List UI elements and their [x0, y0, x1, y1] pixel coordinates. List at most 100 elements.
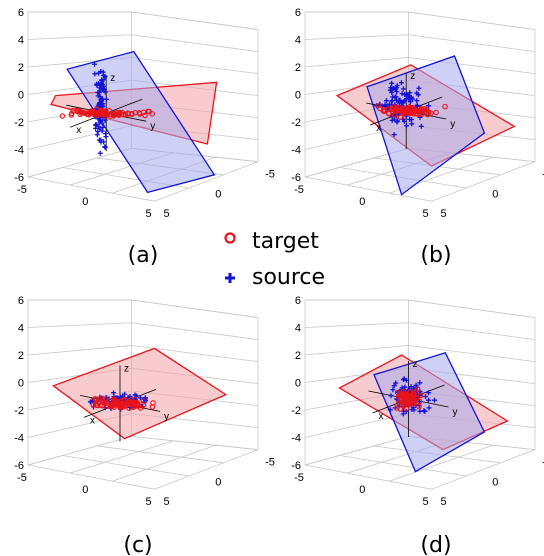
target-points: [90, 395, 156, 411]
target-point: [93, 401, 99, 407]
z-tick-label: -2: [291, 405, 301, 417]
target-point: [130, 403, 137, 409]
grid-line: [70, 440, 174, 474]
grid-line: [28, 11, 259, 30]
source-point: [411, 407, 417, 413]
y-tick-label: -5: [265, 169, 275, 181]
target-point: [402, 109, 408, 115]
source-plane: [373, 352, 486, 473]
target-plane: [51, 347, 228, 440]
source-point: [101, 86, 107, 92]
source-point: [416, 85, 422, 91]
source-point: [408, 116, 414, 122]
target-point: [134, 401, 141, 408]
z-tick-label: -6: [14, 172, 24, 184]
target-point: [418, 106, 425, 113]
target-point: [146, 108, 152, 115]
y-tick-label: 5: [440, 208, 446, 220]
legend-item-target: target: [224, 229, 319, 254]
axis-letter-y: y: [453, 407, 458, 418]
grid-line: [304, 57, 536, 74]
subplot-caption: (c): [123, 533, 152, 556]
source-point: [103, 131, 109, 137]
target-point: [397, 114, 404, 121]
target-point: [59, 113, 66, 119]
source-point: [402, 91, 408, 97]
x-tick-label: -5: [17, 472, 27, 484]
source-point: [101, 72, 107, 78]
x-tick-label: -5: [17, 184, 27, 196]
target-marker-icon: [224, 232, 236, 244]
subplot-caption: (b): [420, 243, 451, 268]
target-point: [399, 390, 405, 397]
z-tick-label: -4: [291, 433, 301, 445]
source-point: [393, 380, 399, 386]
source-point: [383, 98, 389, 104]
grid-line: [305, 299, 536, 318]
target-point: [100, 110, 107, 116]
target-point: [425, 109, 432, 115]
y-tick-label: 5: [163, 208, 169, 220]
target-point: [87, 108, 93, 115]
z-tick-label: 6: [18, 7, 24, 19]
target-point: [413, 110, 419, 117]
z-tick-label: 2: [18, 62, 24, 74]
z-tick-label: 4: [18, 323, 24, 335]
target-point: [376, 102, 382, 109]
target-point: [125, 111, 131, 117]
x-tick-label: -5: [294, 184, 304, 196]
source-point: [101, 139, 107, 145]
grid-line: [305, 11, 536, 30]
target-point: [82, 110, 88, 116]
target-point: [111, 404, 118, 410]
source-point: [98, 137, 104, 143]
target-point: [132, 396, 138, 403]
source-point: [102, 144, 108, 150]
target-point: [395, 104, 402, 111]
x-tick-label: -5: [294, 472, 304, 484]
grid-line: [28, 299, 259, 318]
grid-line: [28, 299, 259, 318]
target-point: [126, 400, 132, 407]
source-point: [402, 384, 408, 390]
target-point: [99, 399, 106, 405]
source-point: [389, 98, 395, 104]
source-point: [426, 397, 432, 403]
source-point: [93, 125, 99, 131]
source-point: [92, 61, 98, 67]
y-tick-label: -5: [265, 457, 275, 469]
target-point: [116, 110, 122, 117]
grid-line: [28, 11, 259, 30]
source-point: [92, 71, 98, 77]
source-point: [390, 387, 396, 393]
source-point: [98, 118, 104, 124]
x-tick-label: 0: [82, 484, 88, 496]
y-tick-label: 5: [163, 496, 169, 508]
x-tick-label: 5: [422, 208, 428, 220]
grid-line: [305, 11, 536, 30]
axis-letter-y: y: [450, 119, 455, 130]
target-points: [394, 386, 424, 412]
source-point: [98, 81, 104, 87]
axis-letter-y: y: [164, 411, 169, 422]
source-point: [388, 85, 394, 91]
source-point: [97, 126, 103, 132]
source-point: [137, 395, 143, 401]
target-point: [92, 396, 98, 402]
target-point: [68, 112, 75, 118]
source-point: [408, 384, 414, 390]
z-tick-label: -2: [14, 405, 24, 417]
grid-line: [305, 299, 536, 318]
target-point: [442, 103, 448, 110]
z-tick-label: 2: [295, 350, 301, 362]
grid-line: [96, 445, 224, 464]
target-point: [392, 108, 398, 114]
source-point: [391, 132, 397, 138]
grid-line: [112, 444, 216, 482]
axis-letter-y: y: [150, 121, 155, 132]
z-tick-label: 4: [18, 35, 24, 47]
target-point: [433, 109, 439, 116]
grid-line: [62, 455, 190, 477]
